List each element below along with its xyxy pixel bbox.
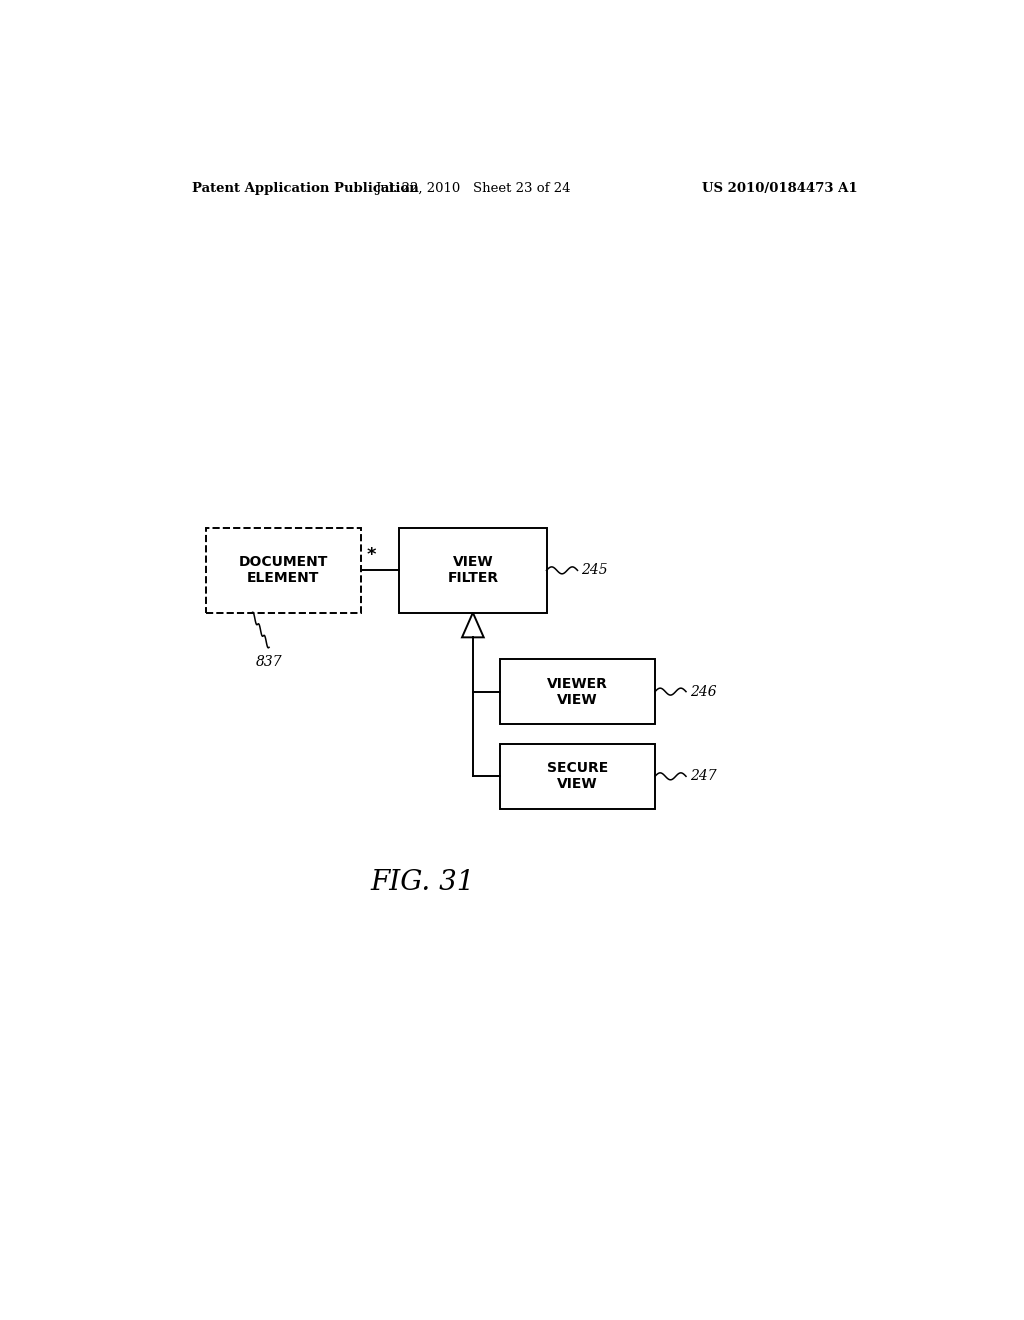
Text: US 2010/0184473 A1: US 2010/0184473 A1: [702, 182, 858, 194]
Text: 245: 245: [582, 564, 608, 577]
Text: FIG. 31: FIG. 31: [371, 869, 475, 896]
Text: VIEW
FILTER: VIEW FILTER: [447, 556, 499, 586]
Text: 247: 247: [690, 770, 717, 783]
Text: DOCUMENT
ELEMENT: DOCUMENT ELEMENT: [239, 556, 328, 586]
Text: Jul. 22, 2010   Sheet 23 of 24: Jul. 22, 2010 Sheet 23 of 24: [375, 182, 570, 194]
Bar: [206, 528, 360, 612]
Text: Patent Application Publication: Patent Application Publication: [191, 182, 418, 194]
Text: SECURE
VIEW: SECURE VIEW: [547, 762, 608, 792]
Bar: [500, 659, 655, 725]
Bar: [399, 528, 547, 612]
Text: VIEWER
VIEW: VIEWER VIEW: [547, 677, 608, 706]
Bar: [500, 743, 655, 809]
Text: 246: 246: [690, 685, 717, 698]
Text: 837: 837: [256, 655, 283, 669]
Text: *: *: [367, 546, 376, 564]
